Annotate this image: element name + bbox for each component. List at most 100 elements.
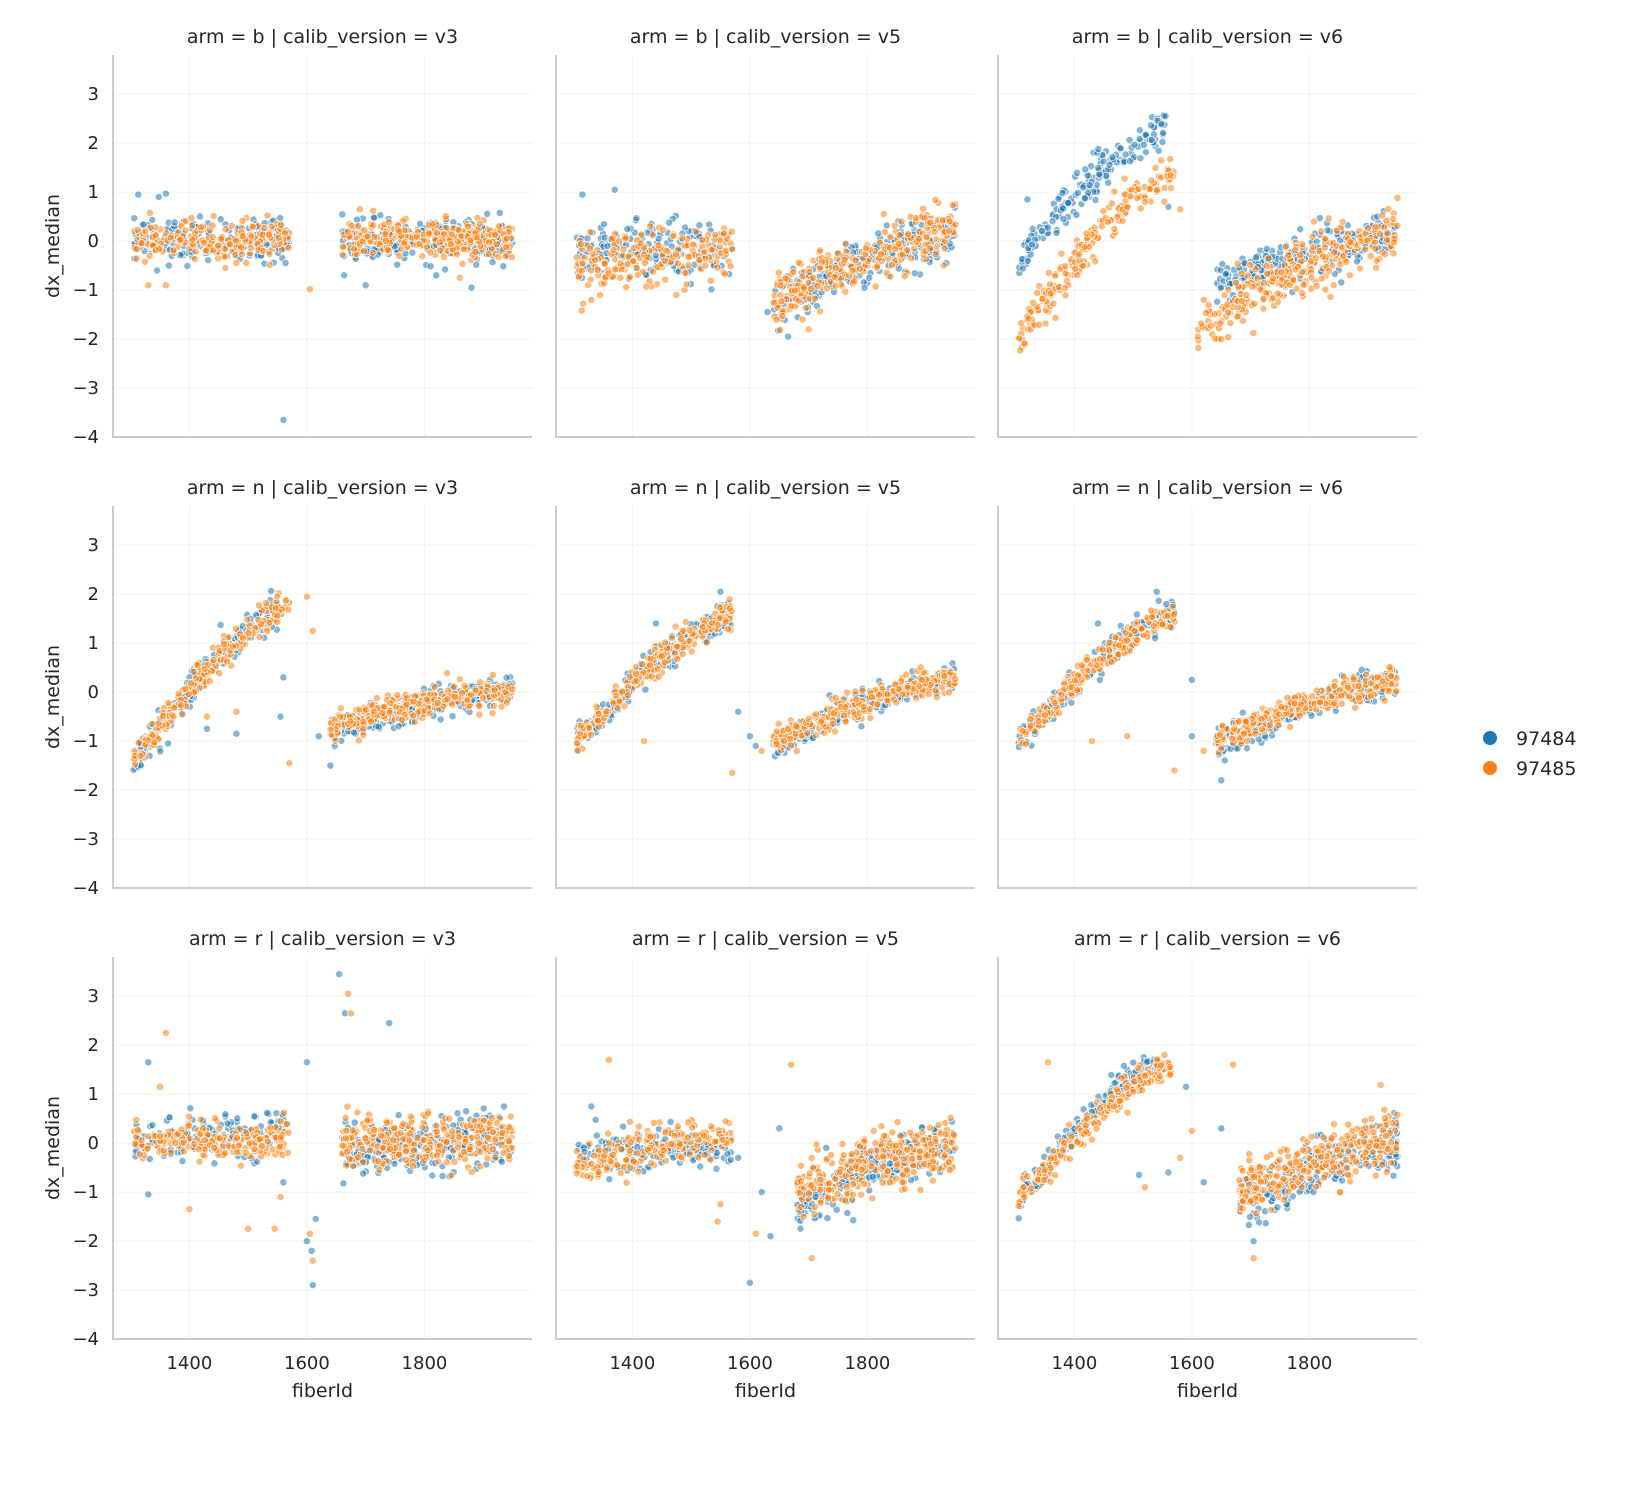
point-97485	[494, 253, 503, 262]
point-97485	[259, 246, 268, 255]
point-97485	[653, 664, 662, 673]
point-97485	[150, 738, 159, 747]
point-97485	[190, 255, 199, 264]
point-97485	[457, 689, 466, 698]
point-97485	[450, 682, 459, 691]
point-97485	[146, 208, 154, 217]
point-97485	[336, 704, 345, 713]
point-97485	[475, 219, 484, 228]
point-97485	[1361, 245, 1370, 254]
point-97485	[141, 257, 149, 266]
point-97485	[579, 299, 588, 308]
series-97485	[130, 205, 517, 294]
point-97484	[426, 262, 435, 271]
point-97484	[1073, 188, 1082, 197]
point-97485	[898, 250, 907, 259]
point-97485	[671, 622, 680, 631]
outlier-point-97485	[308, 626, 317, 635]
outlier-point-97484	[154, 193, 163, 201]
point-97485	[1342, 257, 1351, 266]
point-97485	[726, 262, 735, 271]
point-97485	[176, 701, 185, 710]
point-97484	[1147, 121, 1155, 130]
point-97485	[1329, 281, 1338, 290]
point-97485	[478, 693, 487, 702]
point-97485	[1049, 299, 1058, 308]
point-97485	[774, 719, 783, 728]
y-tick-label: −3	[72, 829, 99, 850]
point-97485	[587, 731, 595, 740]
point-97485	[931, 196, 940, 204]
point-97485	[497, 702, 506, 711]
point-97485	[238, 216, 247, 225]
point-97485	[612, 691, 621, 700]
point-97485	[1136, 204, 1145, 213]
point-97485	[131, 760, 140, 769]
scatter-points	[572, 185, 960, 341]
point-97485	[507, 253, 516, 262]
point-97485	[368, 221, 377, 230]
point-97485	[816, 246, 825, 255]
point-97485	[1346, 237, 1355, 246]
point-97485	[1107, 199, 1116, 208]
point-97485	[938, 683, 947, 692]
point-97485	[658, 225, 667, 234]
point-97485	[398, 715, 407, 724]
point-97484	[1337, 278, 1346, 287]
point-97485	[455, 675, 464, 684]
point-97485	[1157, 156, 1166, 165]
point-97485	[685, 637, 694, 646]
point-97485	[1232, 278, 1241, 287]
point-97485	[622, 283, 631, 292]
point-97485	[267, 222, 276, 231]
point-97485	[369, 206, 378, 215]
outlier-point-97484	[751, 742, 760, 750]
point-97484	[393, 260, 402, 269]
point-97485	[812, 710, 821, 719]
y-tick-label: 2	[88, 133, 99, 154]
point-97485	[948, 201, 957, 210]
point-97485	[1259, 304, 1268, 313]
point-97485	[922, 233, 931, 242]
point-97484	[1213, 297, 1222, 306]
y-tick-label: 1	[88, 182, 99, 203]
point-97485	[633, 270, 642, 279]
point-97484	[370, 213, 378, 222]
point-97484	[1130, 140, 1139, 149]
y-tick-label: −4	[72, 878, 99, 899]
point-97485	[202, 246, 211, 255]
outlier-point-97485	[455, 273, 464, 282]
point-97485	[412, 232, 421, 241]
point-97485	[791, 286, 799, 295]
point-97485	[586, 228, 595, 237]
scatter-points	[130, 189, 517, 424]
point-97485	[1060, 284, 1069, 293]
panel-title: arm = b | calib_version = v3	[187, 26, 458, 48]
point-97485	[446, 240, 455, 249]
point-97484	[1135, 126, 1144, 135]
point-97485	[1141, 198, 1149, 206]
series-97485	[1015, 155, 1402, 355]
point-97485	[602, 707, 611, 716]
point-97484	[130, 214, 139, 223]
outlier-point-97485	[757, 746, 766, 755]
point-97485	[1284, 251, 1293, 260]
point-97485	[484, 249, 493, 258]
point-97485	[776, 326, 784, 334]
y-tick-label: 3	[88, 84, 99, 105]
point-97485	[226, 240, 234, 249]
point-97485	[166, 233, 175, 242]
point-97485	[1045, 280, 1054, 289]
point-97485	[1015, 334, 1024, 343]
point-97485	[1134, 185, 1143, 193]
point-97485	[265, 250, 274, 258]
point-97485	[265, 230, 273, 239]
point-97484	[1085, 181, 1094, 190]
point-97485	[169, 246, 178, 255]
point-97484	[353, 215, 361, 224]
point-97485	[1133, 194, 1142, 203]
point-97485	[360, 247, 369, 256]
point-97485	[639, 668, 648, 677]
facet-panels: arm = b | calib_version = v3−4−3−2−10123…	[42, 26, 1417, 1402]
point-97485	[654, 672, 663, 681]
